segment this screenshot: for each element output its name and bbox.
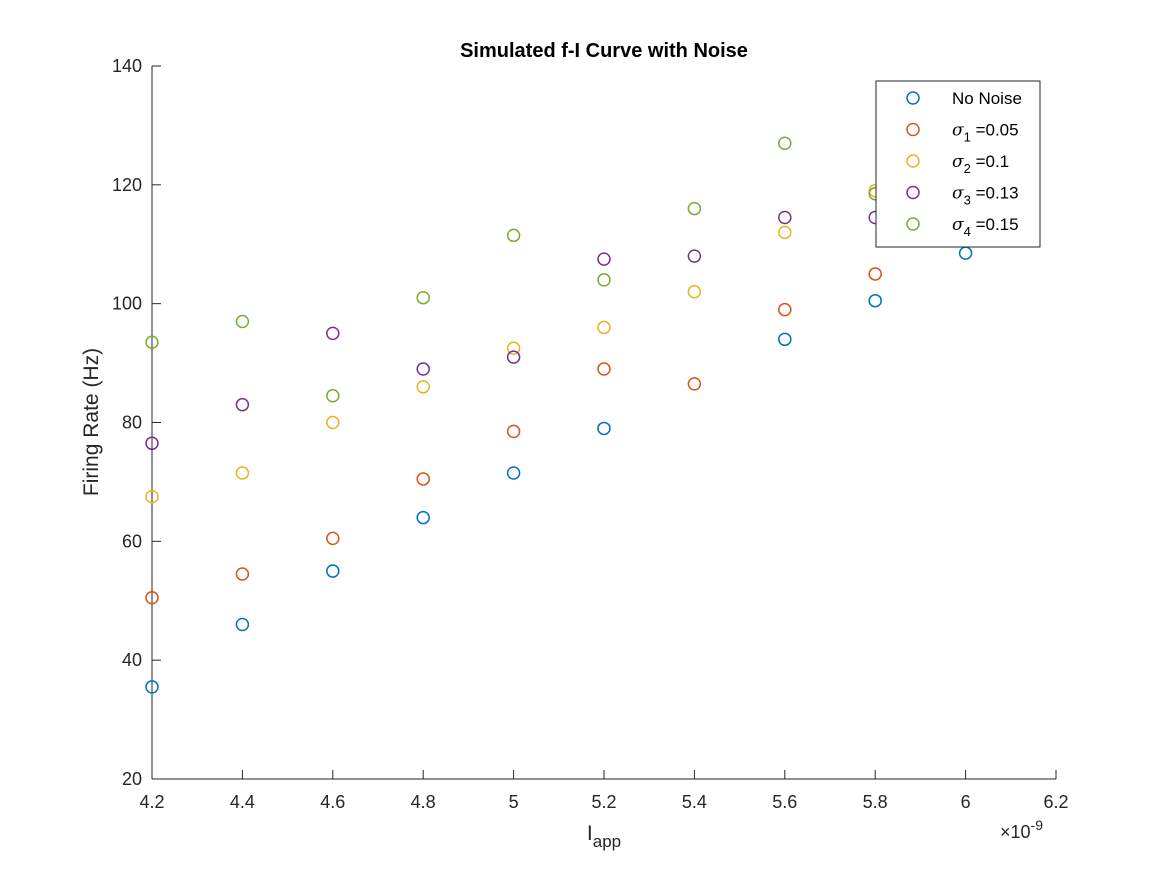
- data-point: [868, 293, 882, 308]
- data-point: [506, 350, 521, 364]
- data-point: [235, 314, 250, 329]
- data-points: [145, 136, 973, 694]
- y-tick-label: 100: [112, 294, 142, 314]
- data-point: [506, 466, 521, 480]
- data-point: [145, 490, 159, 504]
- data-point: [597, 273, 611, 287]
- data-point: [778, 136, 792, 150]
- legend-value: =0.05: [971, 121, 1019, 140]
- y-tick-label: 80: [122, 413, 142, 433]
- legend-sigma: σ: [952, 152, 964, 172]
- data-point: [326, 326, 340, 341]
- legend-subscript: 4: [964, 224, 971, 239]
- legend-marker: [906, 217, 920, 231]
- data-point: [416, 290, 430, 305]
- x-axis-label: Iapp: [587, 822, 621, 851]
- legend-sigma: σ: [952, 121, 964, 141]
- data-point: [416, 510, 430, 525]
- legend-marker: [906, 185, 920, 200]
- legend-subscript: 1: [964, 130, 971, 145]
- data-point: [326, 531, 340, 546]
- y-tick-label: 60: [122, 531, 142, 551]
- legend-entry-label: σ1 =0.05: [952, 121, 1019, 145]
- x-exponent-label: ×10-9: [1000, 817, 1043, 842]
- legend-marker: [906, 91, 920, 105]
- series-4-points: [145, 210, 882, 451]
- x-tick-label: 4.6: [320, 792, 345, 812]
- x-axis-label-subscript: app: [593, 832, 621, 851]
- chart-title: Simulated f-I Curve with Noise: [460, 40, 748, 62]
- y-tick-label: 140: [112, 56, 142, 76]
- data-point: [326, 564, 340, 578]
- y-axis-label: Firing Rate (Hz): [80, 348, 103, 496]
- data-point: [687, 201, 702, 216]
- data-point: [506, 341, 521, 355]
- data-point: [145, 335, 159, 350]
- data-point: [235, 567, 250, 581]
- x-tick-label: 4.2: [139, 792, 164, 812]
- x-tick-label: 4.4: [230, 792, 255, 812]
- data-point: [597, 252, 611, 266]
- data-point: [778, 332, 792, 347]
- legend-box: [875, 80, 1041, 248]
- data-point: [235, 617, 250, 632]
- data-point: [687, 249, 702, 263]
- legend-subscript: 2: [964, 161, 971, 176]
- x-tick-label: 6.2: [1043, 792, 1068, 812]
- data-point: [145, 591, 159, 605]
- x-axis-label-main: I: [587, 822, 593, 845]
- legend-sigma: σ: [952, 215, 964, 235]
- legend-entry-label: σ4 =0.15: [952, 215, 1019, 239]
- y-tick-label: 40: [122, 650, 142, 670]
- y-tick-label: 20: [122, 769, 142, 789]
- data-point: [687, 285, 702, 299]
- data-point: [597, 421, 611, 436]
- y-tick-label: 120: [112, 175, 142, 195]
- x-tick-label: 5.4: [682, 792, 707, 812]
- data-point: [235, 466, 250, 480]
- data-point: [326, 415, 340, 430]
- data-point: [416, 362, 430, 376]
- legend-value: =0.1: [971, 152, 1009, 171]
- y-ticks: 20 40 60 80 100 120 140: [112, 56, 161, 789]
- data-point: [868, 267, 882, 281]
- legend-entry-label: σ2 =0.1: [952, 152, 1009, 176]
- legend-value: =0.15: [971, 215, 1019, 234]
- data-point: [597, 362, 611, 376]
- x-exponent-base: ×10: [1000, 822, 1031, 842]
- x-tick-label: 5.6: [772, 792, 797, 812]
- data-point: [778, 225, 792, 240]
- x-exponent-power: -9: [1031, 817, 1044, 833]
- x-tick-label: 5: [509, 792, 519, 812]
- data-point: [416, 380, 430, 394]
- data-point: [506, 228, 521, 243]
- x-tick-label: 4.8: [411, 792, 436, 812]
- x-tick-label: 5.8: [863, 792, 888, 812]
- x-tick-label: 6: [961, 792, 971, 812]
- data-point: [778, 210, 792, 225]
- legend-subscript: 3: [964, 193, 971, 208]
- legend-entry-label: σ3 =0.13: [952, 184, 1019, 208]
- legend-marker: [906, 122, 920, 137]
- data-point: [235, 397, 250, 412]
- legend-value: =0.13: [971, 184, 1019, 203]
- data-point: [326, 389, 340, 403]
- data-point: [416, 472, 430, 486]
- x-ticks: 4.2 4.4 4.6 4.8 5 5.2 5.4 5.6 5.8 6 6.2: [139, 770, 1069, 812]
- data-point: [687, 377, 702, 391]
- data-point: [145, 436, 159, 451]
- series-2-points: [145, 267, 882, 605]
- data-point: [778, 302, 792, 317]
- x-tick-label: 5.2: [591, 792, 616, 812]
- series-3-points: [145, 184, 882, 504]
- data-point: [506, 424, 521, 439]
- data-point: [145, 680, 159, 694]
- series-1-points: [145, 246, 973, 694]
- legend-sigma: σ: [952, 184, 964, 204]
- legend-entry-label: No Noise: [952, 89, 1022, 108]
- data-point: [597, 320, 611, 335]
- legend-marker: [906, 154, 920, 168]
